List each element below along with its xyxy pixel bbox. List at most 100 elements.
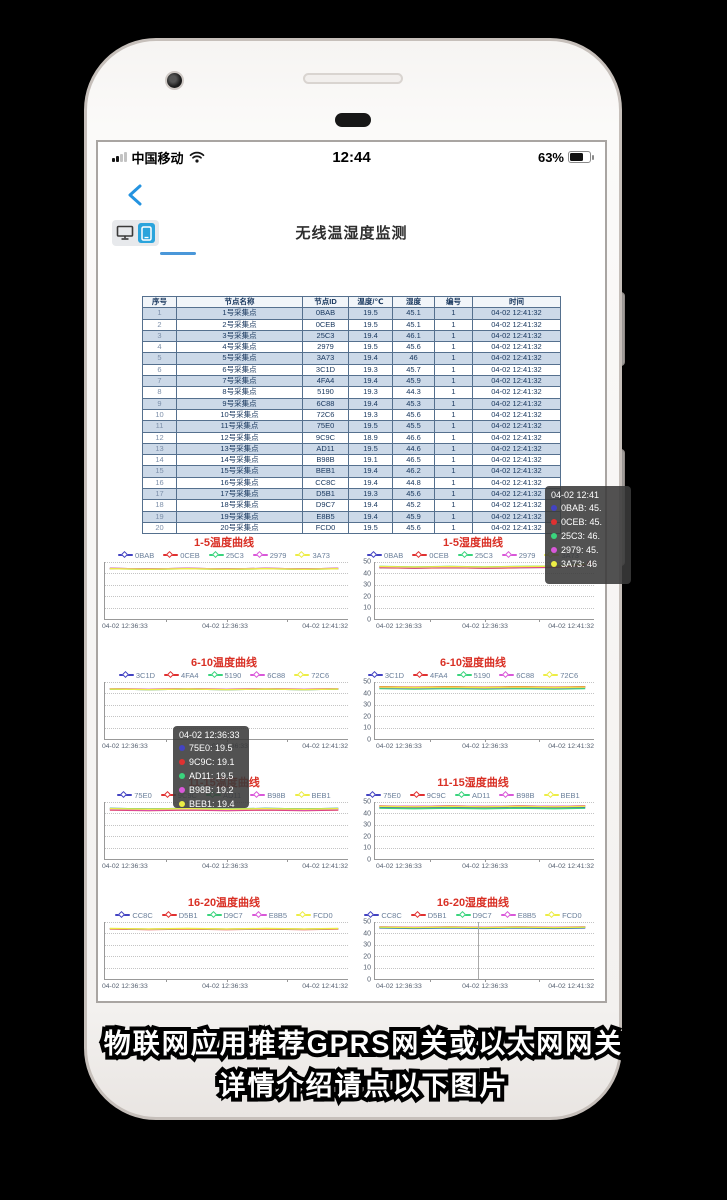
table-cell: 6 (142, 363, 177, 377)
legend-label: D5B1 (178, 910, 198, 920)
legend-item[interactable]: 0CEB (163, 550, 200, 560)
legend-item[interactable]: BEB1 (543, 790, 580, 800)
series-line-BEB1 (379, 806, 585, 807)
legend-item[interactable]: BEB1 (294, 790, 331, 800)
y-axis-labels: 50 40 30 20 10 0 (352, 799, 374, 864)
legend-label: E8B5 (517, 910, 537, 920)
table-cell: D5B1 (302, 488, 349, 501)
table-cell: 46.6 (392, 431, 435, 444)
legend-item[interactable]: 5190 (456, 670, 490, 680)
gridline (105, 682, 348, 683)
legend-marker-icon (412, 550, 428, 560)
legend-item[interactable]: 6C88 (499, 670, 534, 680)
legend-item[interactable]: CC8C (364, 910, 402, 920)
legend-item[interactable]: AD11 (454, 790, 490, 800)
series-dot-icon (551, 561, 557, 567)
status-bar: 中国移动 12:44 63% (98, 142, 605, 172)
y-axis-labels: 50 40 30 20 10 0 (352, 558, 374, 624)
legend-label: CC8C (132, 910, 153, 920)
table-cell: 17号采集点 (176, 488, 303, 501)
y-tick-label: 50 (363, 558, 371, 566)
table-cell: 19.5 (348, 341, 393, 354)
back-button[interactable] (124, 182, 152, 210)
legend-item[interactable]: 72C6 (543, 670, 578, 680)
chart-title: 1-5湿度曲线 (443, 537, 503, 549)
legend-item[interactable]: 75E0 (366, 790, 401, 800)
series-dot-icon (179, 801, 185, 807)
table-row: 2 2号采集点 0CEB 19.5 45.1 1 04-02 12:41:32 (142, 318, 561, 331)
legend-item[interactable]: CC8C (115, 910, 153, 920)
gridline (375, 682, 594, 683)
legend-item[interactable]: 4FA4 (413, 670, 448, 680)
table-cell: 3 (142, 329, 177, 343)
table-cell: 04-02 12:41:32 (472, 318, 561, 331)
legend-marker-icon (410, 910, 426, 920)
legend-item[interactable]: 2979 (501, 550, 535, 560)
sensor-table-head: 序号 节点名称 节点ID 温度/℃ 湿度 编号 时间 (142, 295, 561, 309)
legend-item[interactable]: 25C3 (457, 550, 493, 560)
y-tick-label: 50 (363, 918, 371, 926)
table-cell: 45.9 (392, 375, 435, 388)
x-axis-tick (287, 739, 289, 742)
table-cell: 44.3 (392, 386, 435, 399)
legend-item[interactable]: D9C7 (206, 910, 243, 920)
legend-item[interactable]: 25C3 (208, 550, 244, 560)
gridline (375, 704, 594, 706)
mobile-view-icon[interactable] (138, 223, 155, 243)
tooltip-value: B98B: 19.2 (189, 785, 234, 795)
y-axis-labels: 50 40 30 20 10 0 (352, 679, 374, 744)
table-cell: 1 (434, 510, 473, 523)
x-axis-tick (165, 979, 167, 982)
legend-item[interactable]: 5190 (207, 670, 241, 680)
table-cell: 04-02 12:41:32 (472, 488, 561, 501)
desktop-view-icon[interactable] (116, 225, 134, 241)
table-cell: 14号采集点 (176, 454, 303, 467)
legend-marker-icon (294, 670, 310, 680)
legend-item[interactable]: D5B1 (410, 910, 447, 920)
legend-item[interactable]: 3C1D (118, 670, 155, 680)
legend-item[interactable]: 3A73 (295, 550, 330, 560)
series-line-5190 (379, 688, 585, 689)
legend-item[interactable]: 2979 (252, 550, 286, 560)
legend-item[interactable]: B98B (250, 790, 286, 800)
legend-item[interactable]: E8B5 (500, 910, 537, 920)
legend-marker-icon (501, 550, 517, 560)
legend-item[interactable]: 6C88 (250, 670, 285, 680)
legend-item[interactable]: 0CEB (412, 550, 449, 560)
table-cell: 04-02 12:41:32 (472, 420, 561, 433)
legend-item[interactable]: 72C6 (294, 670, 329, 680)
table-cell: 16 (142, 476, 177, 490)
legend-item[interactable]: 0BAB (118, 550, 154, 560)
legend-marker-icon (250, 790, 266, 800)
x-tick-label: 04-02 12:41:32 (548, 743, 594, 750)
legend-item[interactable]: 0BAB (367, 550, 403, 560)
legend-item[interactable]: 75E0 (117, 790, 152, 800)
legend-item[interactable]: 4FA4 (164, 670, 199, 680)
legend-item[interactable]: D5B1 (161, 910, 198, 920)
chart-title: 6-10温度曲线 (190, 657, 258, 669)
carrier-label: 中国移动 (131, 150, 184, 166)
table-row: 20 20号采集点 FCD0 19.5 45.6 1 04-02 12:41:32 (142, 521, 561, 535)
legend-marker-icon (413, 670, 429, 680)
legend-label: FCD0 (562, 910, 582, 920)
legend-item[interactable]: 3C1D (367, 670, 404, 680)
legend-item[interactable]: FCD0 (296, 910, 333, 920)
gridline (105, 813, 348, 815)
legend-item[interactable]: E8B5 (251, 910, 287, 920)
x-tick-label: 04-02 12:41:32 (302, 863, 348, 870)
table-cell: 1 (434, 442, 473, 456)
table-cell: D9C7 (302, 499, 349, 512)
table-cell: 19.4 (348, 352, 393, 365)
table-cell: 1 (434, 386, 473, 399)
series-lines (375, 682, 594, 739)
legend-item[interactable]: FCD0 (545, 910, 582, 920)
x-tick-label: 04-02 12:41:32 (302, 983, 348, 990)
gridline (375, 824, 594, 826)
table-cell: 04-02 12:41:32 (472, 375, 561, 388)
legend-item[interactable]: D9C7 (455, 910, 492, 920)
gridline (375, 716, 594, 718)
table-cell: 45.2 (392, 499, 435, 512)
legend-item[interactable]: 9C9C (409, 790, 446, 800)
series-line-FCD0 (110, 928, 338, 929)
legend-item[interactable]: B98B (499, 790, 535, 800)
